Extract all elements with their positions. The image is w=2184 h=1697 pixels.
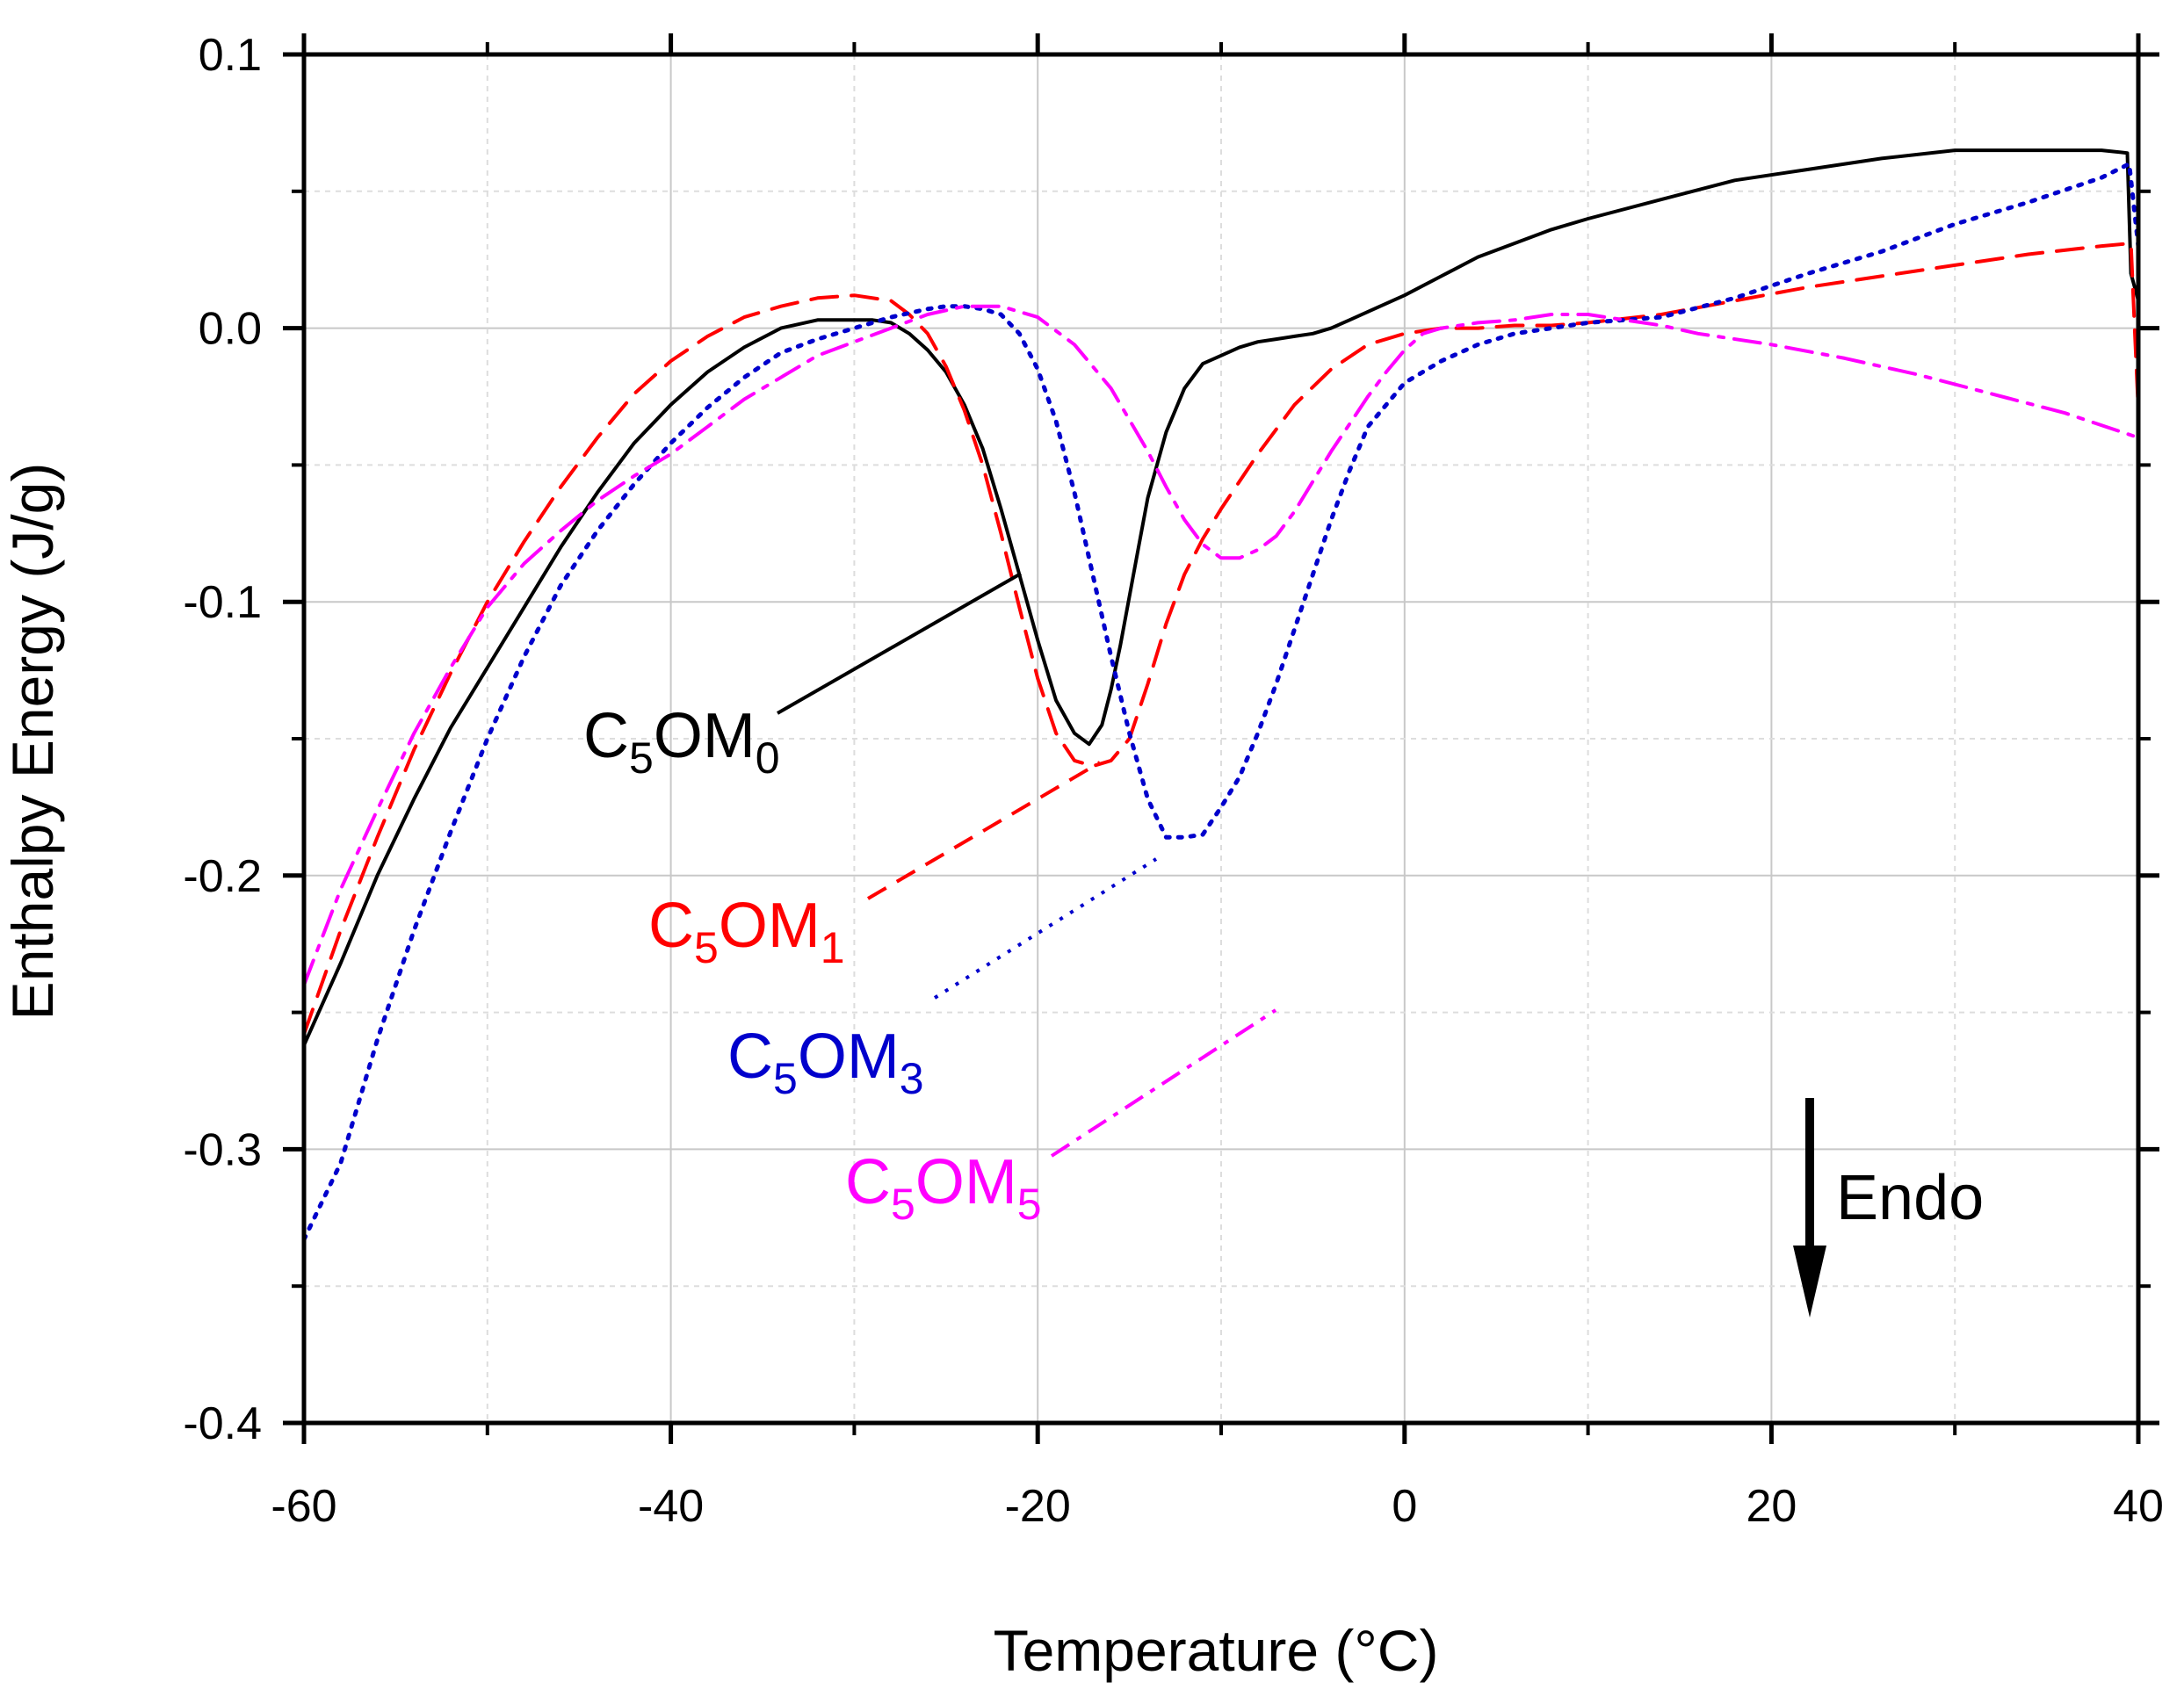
- series-label-main: C: [845, 1147, 891, 1217]
- x-tick-label: -60: [271, 1481, 336, 1532]
- series-label-subscript: 5: [1017, 1180, 1042, 1229]
- series-label-subscript: 5: [891, 1180, 915, 1229]
- endo-arrow-head: [1793, 1246, 1826, 1318]
- series-line-c5om5: [302, 304, 2140, 987]
- series-leader-c5om1: [866, 761, 1102, 900]
- series-label-c5om1: C5OM1: [648, 891, 845, 972]
- y-tick-label: -0.1: [183, 577, 262, 628]
- series-label-mid: OM: [798, 1022, 900, 1092]
- x-tick-label: 0: [1392, 1481, 1417, 1532]
- series-line-c5om1: [302, 242, 2140, 1036]
- x-tick-label: 40: [2113, 1481, 2164, 1532]
- series-label-mid: OM: [654, 701, 756, 771]
- series-label-main: C: [727, 1022, 773, 1092]
- series-line-c5om0: [302, 148, 2140, 1047]
- series-label-c5om3: C5OM3: [727, 1022, 924, 1103]
- series-label-main: C: [583, 701, 629, 771]
- endo-annotation: Endo: [1793, 1098, 1984, 1318]
- series-label-mid: OM: [915, 1147, 1017, 1217]
- y-tick-label: 0.0: [199, 304, 262, 355]
- series-label-subscript: 5: [629, 733, 654, 783]
- tick-layer: -60 -40 -20 0 20 40 0.1 0.0 -0.1 -0.2 -0.3 -0.4: [183, 30, 2164, 1532]
- grid-layer: [304, 54, 2138, 1423]
- series-leader-c5om3: [933, 857, 1158, 1000]
- series-label-c5om5: C5OM5: [845, 1147, 1042, 1229]
- series-label-subscript: 1: [821, 923, 845, 972]
- series-label-mid: OM: [719, 891, 821, 961]
- x-tick-label: -20: [1005, 1481, 1071, 1532]
- x-axis-title: Temperature (°C): [994, 1618, 1439, 1683]
- y-axis-title: Enthalpy Energy (J/g): [0, 463, 65, 1021]
- endo-label: Endo: [1836, 1163, 1984, 1233]
- x-tick-label: -40: [638, 1481, 704, 1532]
- y-tick-label: 0.1: [199, 30, 262, 81]
- series-layer: [301, 148, 2141, 1242]
- series-label-subscript: 0: [756, 733, 780, 783]
- series-label-subscript: 5: [773, 1054, 798, 1103]
- series-leader-c5om5: [1050, 1008, 1277, 1158]
- series-label-subscript: 3: [900, 1054, 924, 1103]
- series-label-main: C: [648, 891, 694, 961]
- x-tick-label: 20: [1746, 1481, 1797, 1532]
- y-tick-label: -0.4: [183, 1398, 262, 1449]
- y-tick-label: -0.3: [183, 1124, 262, 1175]
- series-label-c5om0: C5OM0: [583, 701, 780, 783]
- series-leader-c5om0: [777, 572, 1022, 715]
- series-label-subscript: 5: [694, 923, 719, 972]
- y-tick-label: -0.2: [183, 851, 262, 902]
